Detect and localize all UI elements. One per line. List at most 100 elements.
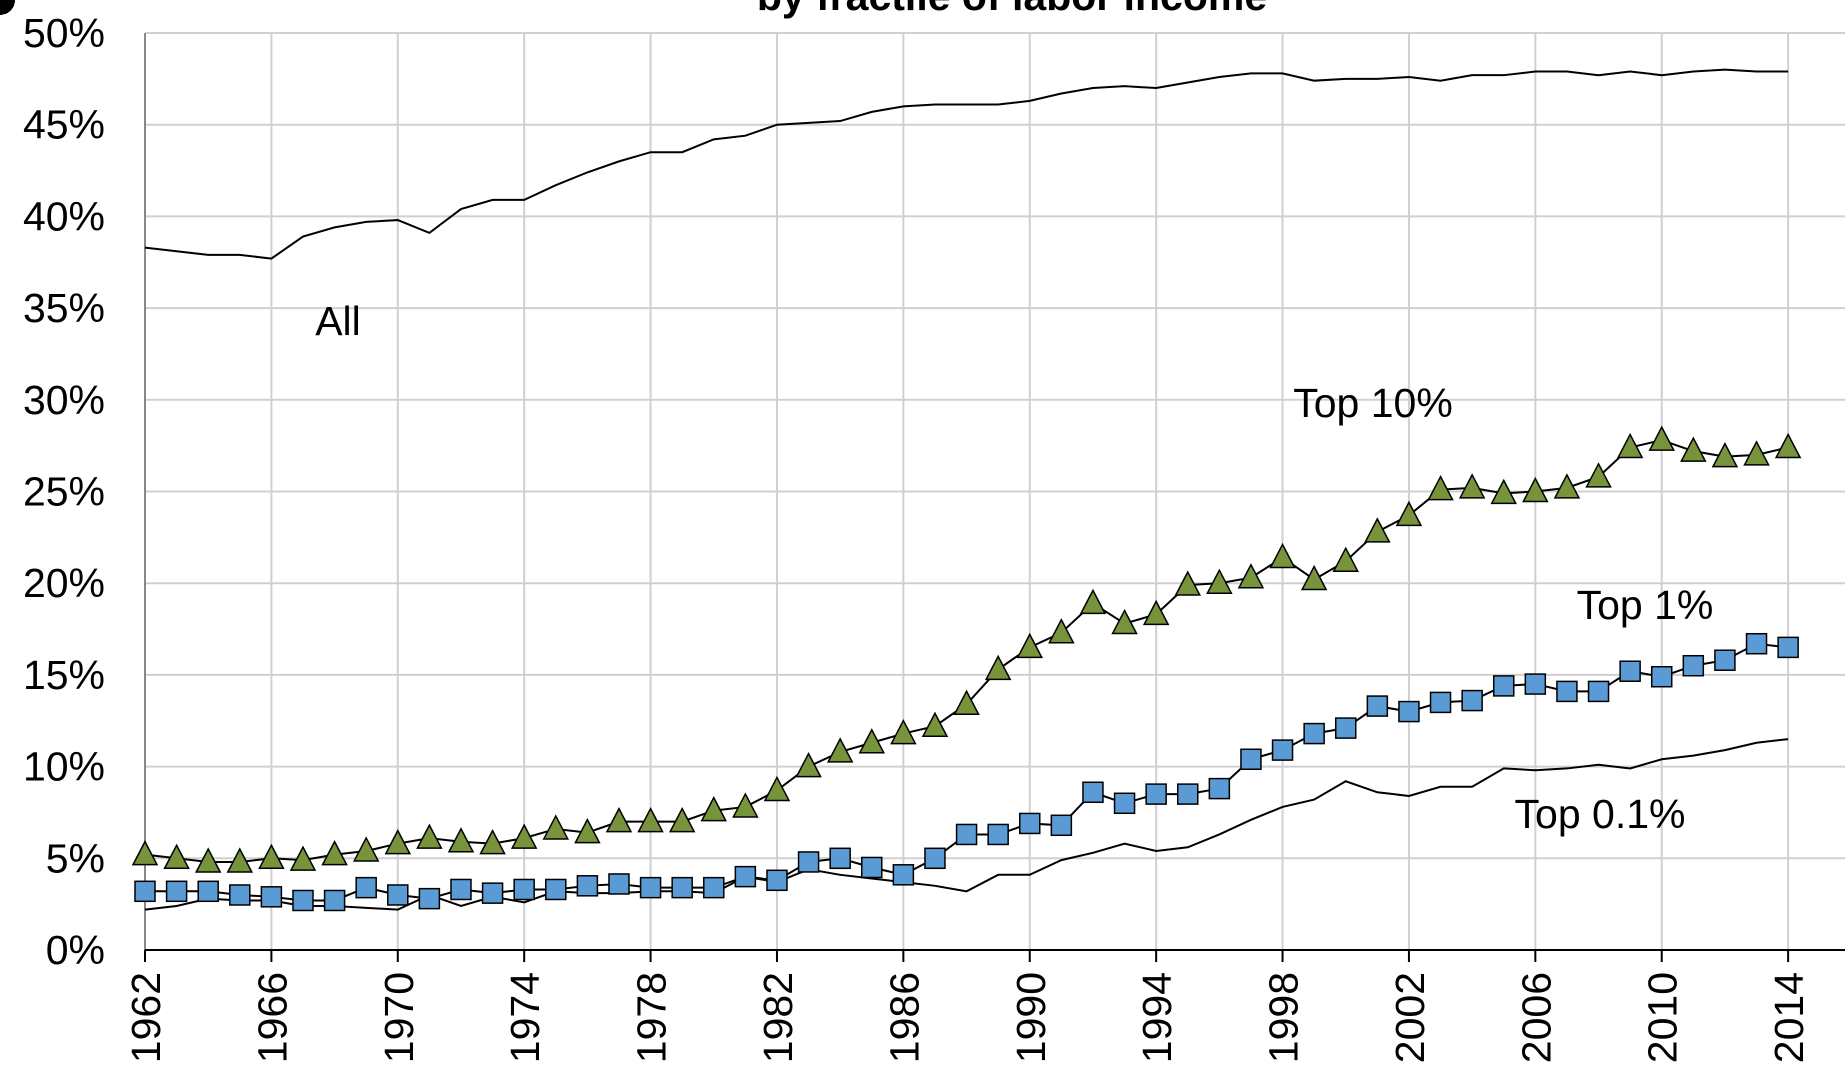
x-tick-label: 1966 — [249, 972, 295, 1063]
marker — [481, 882, 504, 904]
marker — [955, 823, 978, 846]
marker — [1079, 588, 1107, 615]
marker — [766, 869, 788, 892]
marker — [1206, 568, 1233, 594]
marker — [355, 876, 377, 899]
x-tick-label: 1970 — [376, 972, 422, 1063]
x-tick-label: 2002 — [1387, 972, 1433, 1063]
marker — [1680, 436, 1707, 462]
marker — [763, 775, 791, 802]
marker — [574, 818, 601, 844]
marker — [1145, 783, 1167, 805]
marker — [639, 876, 662, 899]
marker — [1142, 599, 1170, 626]
marker — [826, 737, 854, 763]
marker — [131, 840, 159, 866]
marker — [605, 806, 633, 833]
x-tick-label: 1998 — [1261, 972, 1307, 1063]
marker — [1648, 425, 1675, 451]
marker — [384, 829, 412, 855]
marker — [1745, 632, 1768, 655]
marker — [1461, 689, 1483, 712]
marker — [0, 0, 15, 15]
y-tick-label: 40% — [23, 193, 105, 239]
marker — [1269, 542, 1296, 569]
series-label: Top 1% — [1577, 582, 1714, 628]
marker — [1334, 717, 1357, 739]
marker — [890, 718, 917, 745]
marker — [1458, 473, 1486, 499]
marker — [1774, 432, 1802, 459]
marker — [858, 728, 886, 754]
y-tick-label: 35% — [23, 285, 105, 331]
marker — [1303, 722, 1325, 745]
y-tick-label: 0% — [46, 927, 105, 973]
marker — [165, 880, 188, 903]
y-tick-label: 30% — [23, 377, 105, 423]
marker — [194, 847, 222, 873]
marker — [1777, 636, 1799, 659]
marker — [700, 795, 728, 822]
y-tick-label: 10% — [23, 744, 105, 790]
marker — [1237, 563, 1265, 589]
marker — [1553, 473, 1581, 499]
marker — [1524, 673, 1547, 695]
marker — [671, 876, 693, 899]
marker — [668, 806, 696, 833]
marker — [732, 792, 759, 818]
marker — [703, 876, 725, 899]
x-tick-label: 1994 — [1134, 972, 1180, 1063]
marker — [1522, 476, 1549, 503]
marker — [921, 711, 949, 738]
marker — [260, 886, 283, 908]
marker — [608, 873, 630, 895]
x-tick-label: 1974 — [502, 972, 548, 1063]
marker — [416, 823, 443, 849]
marker — [1492, 675, 1515, 697]
marker — [1398, 700, 1420, 723]
marker — [418, 887, 441, 910]
marker — [1490, 478, 1517, 505]
marker — [1174, 570, 1201, 596]
marker — [1082, 781, 1104, 804]
y-tick-label: 50% — [23, 10, 105, 56]
marker — [1427, 475, 1454, 501]
marker — [226, 847, 254, 873]
marker — [323, 889, 346, 912]
x-tick-label: 1962 — [123, 972, 169, 1063]
marker — [984, 654, 1012, 681]
marker — [924, 847, 946, 870]
marker — [576, 875, 599, 897]
x-tick-label: 2010 — [1640, 972, 1686, 1063]
marker — [637, 806, 664, 833]
marker — [545, 878, 567, 901]
y-tick-label: 15% — [23, 652, 105, 698]
marker — [1019, 812, 1041, 835]
marker — [513, 878, 535, 901]
y-tick-label: 45% — [23, 102, 105, 148]
marker — [1050, 814, 1073, 837]
marker — [987, 823, 1009, 846]
x-tick-label: 1978 — [629, 972, 675, 1063]
x-tick-label: 1982 — [755, 972, 801, 1063]
marker — [1177, 783, 1199, 805]
x-tick-label: 2006 — [1513, 972, 1559, 1063]
marker — [1300, 564, 1328, 591]
marker — [292, 889, 314, 912]
y-tick-label: 5% — [46, 835, 105, 881]
marker — [797, 851, 820, 873]
marker — [1395, 500, 1423, 527]
marker — [1240, 748, 1262, 771]
marker — [1743, 440, 1770, 466]
marker — [1364, 517, 1391, 543]
marker — [542, 814, 570, 840]
marker — [1016, 632, 1043, 659]
y-tick-label: 25% — [23, 469, 105, 515]
marker — [734, 865, 757, 888]
x-tick-label: 2014 — [1766, 972, 1812, 1063]
marker — [387, 884, 409, 906]
marker — [134, 880, 156, 903]
y-tick-label: 20% — [23, 560, 105, 606]
marker — [1271, 739, 1294, 761]
